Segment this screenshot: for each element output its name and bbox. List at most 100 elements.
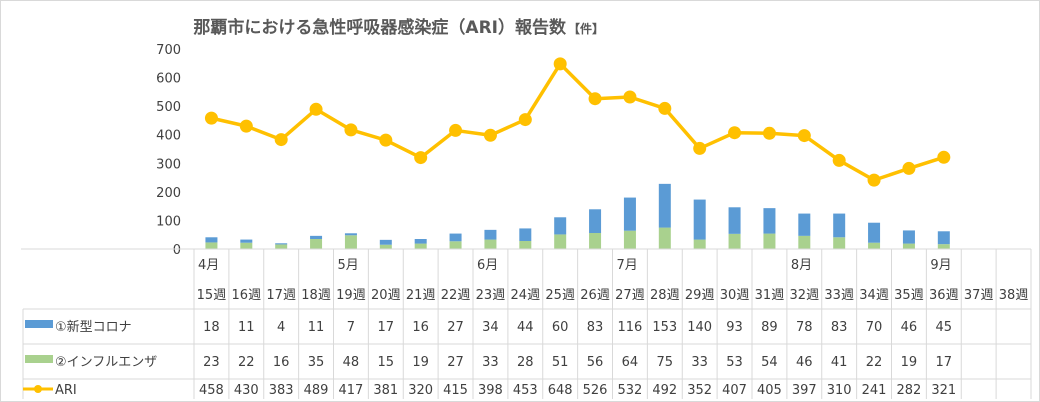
week-label: 25週 [545, 288, 575, 303]
table-cell: 381 [373, 383, 398, 398]
bar-covid [902, 230, 915, 244]
ari-point [239, 119, 253, 133]
table-cell: 415 [443, 383, 468, 398]
bar-covid [519, 228, 532, 241]
week-label: 35週 [894, 288, 924, 303]
ari-point [309, 102, 323, 116]
bar-covid [344, 233, 357, 236]
bar-covid [275, 243, 288, 245]
y-tick-label: 200 [156, 186, 181, 201]
week-label: 21週 [406, 288, 436, 303]
table-cell: 46 [901, 320, 918, 335]
table-cell: 282 [897, 383, 922, 398]
bar-covid [623, 197, 636, 231]
legend-label: ②インフルエンザ [55, 355, 157, 370]
table-cell: 397 [792, 383, 817, 398]
ari-point [588, 92, 602, 106]
week-label: 23週 [476, 288, 506, 303]
table-cell: 17 [378, 320, 395, 335]
table-cell: 48 [343, 355, 360, 370]
bar-influenza [902, 243, 915, 249]
ari-point [797, 129, 811, 143]
week-label: 33週 [824, 288, 854, 303]
table-cell: 83 [587, 320, 604, 335]
bar-influenza [693, 239, 706, 249]
week-label: 20週 [371, 288, 401, 303]
table-cell: 53 [726, 355, 743, 370]
table-cell: 64 [622, 355, 639, 370]
legend-marker-icon [34, 385, 42, 393]
table-cell: 46 [796, 355, 813, 370]
table-cell: 383 [269, 383, 294, 398]
table-cell: 33 [691, 355, 708, 370]
table-cell: 34 [482, 320, 499, 335]
table-cell: 16 [412, 320, 429, 335]
bar-influenza [554, 234, 567, 249]
week-label: 37週 [964, 288, 994, 303]
week-label: 36週 [929, 288, 959, 303]
y-tick-label: 100 [156, 214, 181, 229]
table-cell: 310 [827, 383, 852, 398]
bar-covid [833, 213, 846, 238]
table-cell: 458 [199, 383, 224, 398]
legend-label: ①新型コロナ [55, 319, 132, 335]
week-label: 22週 [441, 288, 471, 303]
table-cell: 19 [412, 355, 429, 370]
table-cell: 56 [587, 355, 604, 370]
table-cell: 60 [552, 320, 569, 335]
bar-influenza [623, 230, 636, 249]
table-cell: 430 [234, 383, 259, 398]
week-label: 18週 [301, 288, 331, 303]
week-label: 26週 [580, 288, 610, 303]
table-cell: 22 [238, 355, 255, 370]
table-cell: 7 [347, 320, 355, 335]
table-cell: 70 [866, 320, 883, 335]
week-label: 16週 [232, 288, 262, 303]
table-cell: 11 [308, 320, 325, 335]
bar-influenza [414, 243, 427, 249]
bar-covid [868, 222, 881, 243]
bar-covid [449, 233, 462, 242]
table-cell: 140 [687, 320, 712, 335]
table-cell: 22 [866, 355, 883, 370]
table-cell: 352 [687, 383, 712, 398]
bar-covid [763, 208, 776, 234]
month-label: 9月 [930, 258, 951, 273]
table-cell: 405 [757, 383, 782, 398]
bar-covid [728, 207, 741, 234]
table-cell: 16 [273, 355, 290, 370]
bar-covid [554, 217, 567, 235]
ari-point [693, 141, 707, 155]
ari-point [379, 133, 393, 147]
week-label: 30週 [720, 288, 750, 303]
table-cell: 45 [936, 320, 953, 335]
table-cell: 78 [796, 320, 813, 335]
bar-covid [205, 237, 218, 243]
bar-covid [798, 213, 811, 236]
week-label: 15週 [197, 288, 227, 303]
table-cell: 241 [862, 383, 887, 398]
table-cell: 15 [378, 355, 395, 370]
ari-point [274, 133, 288, 147]
table-cell: 320 [408, 383, 433, 398]
month-label: 4月 [198, 258, 219, 273]
table-cell: 89 [761, 320, 778, 335]
bar-influenza [868, 242, 881, 249]
y-tick-label: 500 [156, 100, 181, 115]
table-cell: 44 [517, 320, 534, 335]
ari-point [867, 173, 881, 187]
ari-point [937, 150, 951, 164]
table-cell: 398 [478, 383, 503, 398]
bar-influenza [589, 233, 602, 249]
y-tick-label: 400 [156, 129, 181, 144]
month-label: 5月 [338, 258, 359, 273]
bar-influenza [658, 227, 671, 249]
legend-swatch-icon [25, 320, 53, 328]
ari-point [518, 113, 532, 127]
bar-influenza [728, 233, 741, 249]
table-cell: 41 [831, 355, 848, 370]
week-label: 38週 [999, 288, 1029, 303]
table-cell: 27 [447, 355, 464, 370]
table-cell: 19 [901, 355, 918, 370]
